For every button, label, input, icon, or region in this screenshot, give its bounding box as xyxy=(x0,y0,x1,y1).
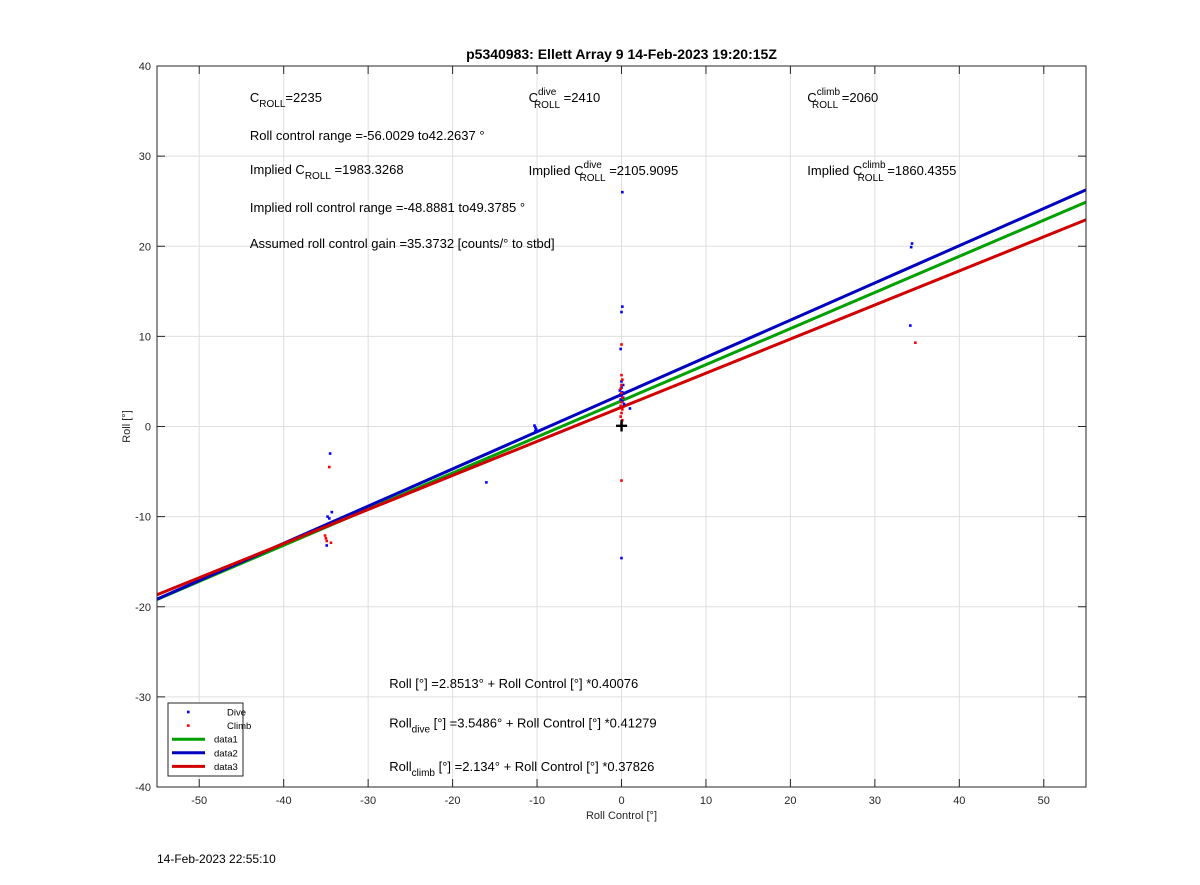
x-tick-label: -20 xyxy=(445,795,461,807)
point-climb xyxy=(620,479,623,482)
point-dive xyxy=(534,429,537,433)
annotation: Implied Cclimb ROLL =1860.4355 xyxy=(807,160,956,184)
footer-timestamp: 14-Feb-2023 22:55:10 xyxy=(157,852,276,866)
x-tick-label: 50 xyxy=(1038,795,1050,807)
y-tick-label: 0 xyxy=(145,422,151,434)
point-dive xyxy=(621,383,625,387)
point-dive xyxy=(620,556,623,560)
x-tick-label: -40 xyxy=(276,795,292,807)
x-tick-label: -30 xyxy=(360,795,376,807)
point-dive xyxy=(328,452,332,455)
point-dive xyxy=(325,544,329,547)
x-tick-label: -50 xyxy=(191,795,207,807)
point-dive xyxy=(621,305,624,308)
x-tick-label: 40 xyxy=(953,795,965,807)
point-climb xyxy=(620,383,623,387)
point-dive xyxy=(326,515,329,518)
point-dive xyxy=(533,424,536,427)
annotation: Implied CROLL =1983.3268 xyxy=(250,162,404,182)
point-climb xyxy=(620,422,623,426)
annotation: Rolldive [°] =3.5486° + Roll Control [°]… xyxy=(389,716,656,736)
y-tick-label: 30 xyxy=(139,151,151,163)
y-axis-label: Roll [°] xyxy=(121,410,133,443)
annotation: Cclimb ROLL =2060 xyxy=(807,87,878,111)
annotation: Assumed roll control gain =35.3732 [coun… xyxy=(250,236,555,251)
point-dive xyxy=(628,407,632,410)
point-climb xyxy=(620,400,623,404)
point-dive xyxy=(620,310,623,314)
point-dive xyxy=(621,190,624,194)
point-climb xyxy=(621,378,624,381)
point-climb xyxy=(621,418,624,422)
annotations: CROLL=2235 Cdive ROLL =2410 Cclimb ROLL =206… xyxy=(250,87,956,779)
y-tick-label: -10 xyxy=(135,512,151,524)
point-dive xyxy=(910,242,914,245)
y-tick-label: -40 xyxy=(135,782,151,794)
point-dive xyxy=(620,380,623,383)
annotation: Implied roll control range =-48.8881 to4… xyxy=(250,200,525,215)
x-tick-label: 10 xyxy=(700,795,712,807)
point-climb xyxy=(621,396,624,399)
legend-label: Climb xyxy=(227,721,251,732)
chart-title: p5340983: Ellett Array 9 14-Feb-2023 19:… xyxy=(466,46,777,62)
point-dive xyxy=(909,245,913,249)
point-dive xyxy=(534,427,538,431)
point-climb xyxy=(323,534,327,537)
annotation: Roll control range =-56.0029 to42.2637 ° xyxy=(250,128,485,143)
point-climb xyxy=(914,341,917,344)
y-tick-label: 20 xyxy=(139,241,151,253)
annotation: Roll [°] =2.8513° + Roll Control [°] *0.… xyxy=(389,676,638,691)
legend-marker-dive xyxy=(187,710,190,714)
axes-box xyxy=(156,65,1087,788)
fit-line-data3 xyxy=(156,218,1087,597)
point-climb xyxy=(619,415,622,418)
point-climb xyxy=(619,404,622,408)
x-tick-label: 20 xyxy=(784,795,796,807)
annotation: Cdive ROLL =2410 xyxy=(529,87,601,111)
legend-label: data2 xyxy=(214,748,238,759)
point-climb xyxy=(327,465,331,469)
point-dive xyxy=(485,481,488,484)
point-dive xyxy=(330,510,334,514)
x-tick-label: 0 xyxy=(618,795,624,807)
point-climb xyxy=(324,536,328,540)
point-climb xyxy=(620,411,623,415)
point-dive xyxy=(327,517,331,520)
axes: -50 -40 -30 -20 -10 0 10 20 30 40 50 -40 -30 -20 -10 0 1… xyxy=(121,46,1087,822)
annotation: Implied Cdive ROLL =2105.9095 xyxy=(529,160,679,184)
point-dive xyxy=(534,426,537,429)
point-climb xyxy=(620,391,623,395)
annotation: Rollclimb [°] =2.134° + Roll Control [°]… xyxy=(389,759,654,779)
origin-marker: + xyxy=(615,414,628,439)
legend-marker-climb xyxy=(187,724,190,727)
y-tick-label: -30 xyxy=(135,692,151,704)
legend-label: data1 xyxy=(214,735,238,746)
x-tick-label: -10 xyxy=(529,795,545,807)
point-climb xyxy=(329,541,333,545)
data-points: + xyxy=(323,190,917,560)
point-climb xyxy=(325,539,329,543)
point-dive xyxy=(619,347,622,351)
point-dive xyxy=(909,324,912,327)
point-dive xyxy=(618,389,622,392)
point-climb xyxy=(620,343,623,346)
legend-label: data3 xyxy=(214,762,238,773)
point-dive xyxy=(619,398,622,401)
point-dive xyxy=(622,402,626,406)
point-climb xyxy=(621,408,624,411)
y-tick-label: 10 xyxy=(139,331,151,343)
x-axis-label: Roll Control [°] xyxy=(586,810,657,822)
y-tick-label: -20 xyxy=(135,602,151,614)
x-tick-label: 30 xyxy=(869,795,881,807)
point-climb xyxy=(620,373,623,377)
point-climb xyxy=(619,387,622,390)
legend: Dive Climb data1 data2 data3 xyxy=(167,702,251,777)
point-dive xyxy=(620,394,623,398)
legend-label: Dive xyxy=(227,708,246,719)
y-tick-label: 40 xyxy=(139,61,151,73)
annotation: CROLL=2235 xyxy=(250,90,322,110)
